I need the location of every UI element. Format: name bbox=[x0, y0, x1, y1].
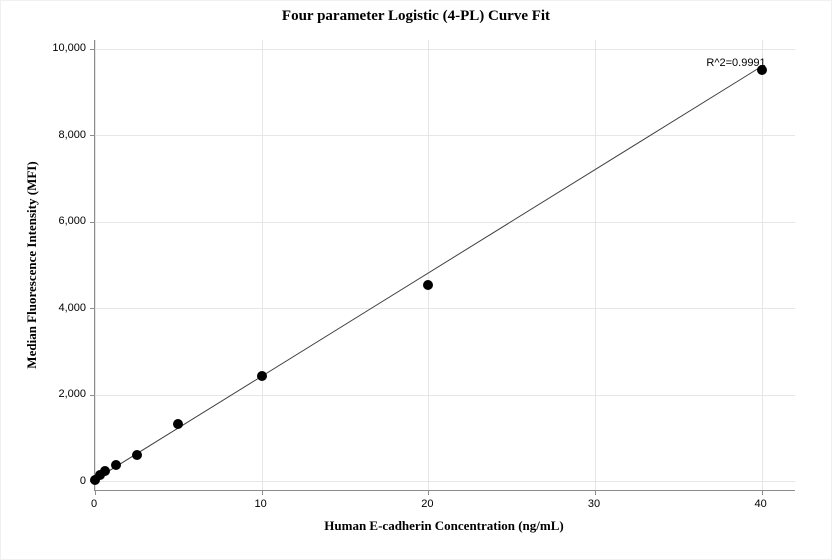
x-tick-mark bbox=[762, 490, 763, 495]
plot-area: R^2=0.9991 bbox=[94, 40, 795, 491]
y-axis-label: Median Fluorescence Intensity (MFI) bbox=[24, 40, 40, 490]
gridline-horizontal bbox=[95, 135, 795, 136]
y-tick-label: 6,000 bbox=[36, 215, 86, 227]
x-tick-label: 0 bbox=[74, 498, 114, 510]
data-point bbox=[257, 371, 267, 381]
data-point bbox=[132, 450, 142, 460]
r-squared-annotation: R^2=0.9991 bbox=[706, 57, 765, 69]
y-tick-label: 2,000 bbox=[36, 388, 86, 400]
gridline-horizontal bbox=[95, 222, 795, 223]
x-tick-mark bbox=[95, 490, 96, 495]
gridline-horizontal bbox=[95, 49, 795, 50]
y-tick-label: 10,000 bbox=[36, 42, 86, 54]
data-point bbox=[111, 460, 121, 470]
gridline-vertical bbox=[262, 40, 263, 490]
y-tick-label: 8,000 bbox=[36, 129, 86, 141]
gridline-vertical bbox=[595, 40, 596, 490]
x-tick-label: 30 bbox=[574, 498, 614, 510]
x-tick-mark bbox=[428, 490, 429, 495]
x-tick-label: 20 bbox=[407, 498, 447, 510]
y-tick-label: 4,000 bbox=[36, 302, 86, 314]
data-point bbox=[100, 466, 110, 476]
gridline-horizontal bbox=[95, 395, 795, 396]
chart-container: Four parameter Logistic (4-PL) Curve Fit… bbox=[0, 0, 832, 560]
x-tick-label: 10 bbox=[241, 498, 281, 510]
x-tick-mark bbox=[595, 490, 596, 495]
gridline-vertical bbox=[762, 40, 763, 490]
data-point bbox=[173, 419, 183, 429]
x-axis-label: Human E-cadherin Concentration (ng/mL) bbox=[94, 518, 794, 534]
y-tick-label: 0 bbox=[36, 475, 86, 487]
data-point bbox=[423, 280, 433, 290]
chart-title: Four parameter Logistic (4-PL) Curve Fit bbox=[0, 8, 832, 25]
gridline-horizontal bbox=[95, 481, 795, 482]
gridline-vertical bbox=[428, 40, 429, 490]
x-tick-label: 40 bbox=[741, 498, 781, 510]
x-tick-mark bbox=[262, 490, 263, 495]
gridline-horizontal bbox=[95, 308, 795, 309]
gridline-vertical bbox=[95, 40, 96, 490]
